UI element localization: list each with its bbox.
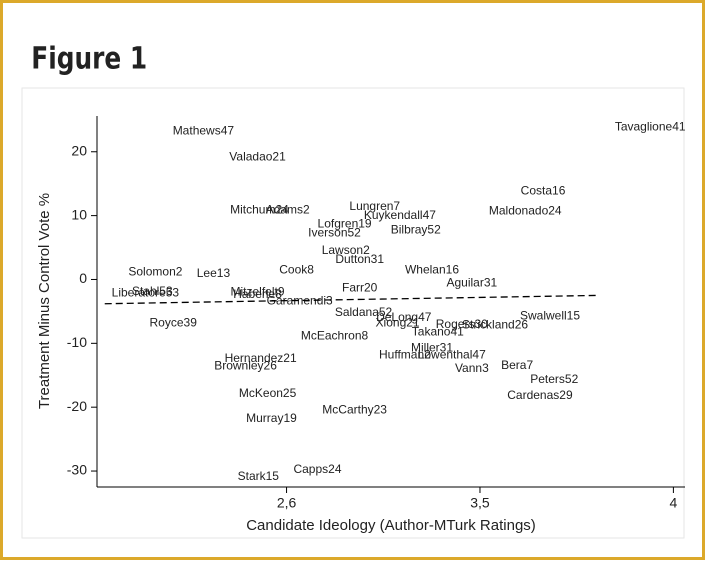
point-label: Xiong21 <box>376 316 420 330</box>
x-axis-label: Candidate Ideology (Author-MTurk Ratings… <box>246 517 536 534</box>
point-label: Whelan16 <box>405 263 459 277</box>
y-tick-label: 0 <box>79 270 87 286</box>
point-label: Lawson2 <box>322 243 370 257</box>
point-label: Peters52 <box>530 372 578 386</box>
fit-line <box>104 294 597 305</box>
point-label: Swalwell15 <box>520 309 580 323</box>
point-label: Iverson52 <box>308 226 361 240</box>
point-label: Dutton31 <box>335 252 384 266</box>
point-label: Huffman2 <box>379 348 431 362</box>
point-label: Costa16 <box>521 184 566 198</box>
point-label: McKeon25 <box>239 386 297 400</box>
point-label: Stark15 <box>238 469 280 483</box>
point-label: Lofgren19 <box>318 217 372 231</box>
point-label: Aguilar31 <box>446 275 497 289</box>
x-tick-label: 4 <box>669 495 677 511</box>
x-tick-label: 3,5 <box>470 495 490 511</box>
point-label: Solomon2 <box>128 265 182 279</box>
point-label: DeLong47 <box>376 310 432 324</box>
y-axis-label: Treatment Minus Control Vote % <box>36 193 53 409</box>
point-label: Mathews47 <box>173 123 235 137</box>
point-label: Cook8 <box>279 263 314 277</box>
point-label: McCarthy23 <box>322 403 387 417</box>
point-label: Rogers30 <box>436 317 488 331</box>
point-label: Bilbray52 <box>391 222 441 236</box>
y-tick-label: -20 <box>67 398 87 414</box>
point-label: Haberle8 <box>233 287 282 301</box>
point-label: Kuykendall47 <box>364 208 436 222</box>
point-label: Saldana52 <box>335 305 393 319</box>
y-tick-label: 10 <box>71 206 87 222</box>
point-label: Valadao21 <box>229 150 286 164</box>
point-label: Tavaglione41 <box>615 120 686 134</box>
point-label: Mitzelfelt9 <box>231 284 285 298</box>
point-label: Lee13 <box>197 266 231 280</box>
point-label: Royce39 <box>150 316 198 330</box>
point-label: Lungren7 <box>349 199 400 213</box>
point-label: Maldonado24 <box>489 203 562 217</box>
point-label: Liberatore53 <box>112 286 180 300</box>
point-label: Capps24 <box>293 462 341 476</box>
point-label: Bera7 <box>501 358 533 372</box>
point-label: Murray19 <box>246 411 297 425</box>
y-tick-label: -10 <box>67 334 87 350</box>
point-label: Miller31 <box>411 341 453 355</box>
point-label: Lowenthal47 <box>418 348 486 362</box>
panel <box>21 87 685 539</box>
point-label: Adams2 <box>266 203 310 217</box>
point-label: Mitchum24 <box>230 203 289 217</box>
point-label: Brownley26 <box>214 358 277 372</box>
point-label: Garamendi3 <box>267 293 333 307</box>
y-tick-label: -30 <box>67 462 87 478</box>
y-tick-label: 20 <box>71 142 87 158</box>
point-label: Farr20 <box>342 281 378 295</box>
point-label: McEachron8 <box>301 328 369 342</box>
point-label: Takano41 <box>412 325 464 339</box>
point-label: Stahl53 <box>132 284 173 298</box>
point-label: Hernandez21 <box>225 351 297 365</box>
point-label: Vann3 <box>455 361 489 375</box>
x-tick-label: 2,6 <box>277 495 297 511</box>
chart-title: Figure 1 <box>31 40 147 75</box>
point-label: Cardenas29 <box>507 388 573 402</box>
point-label: Strickland26 <box>462 318 528 332</box>
